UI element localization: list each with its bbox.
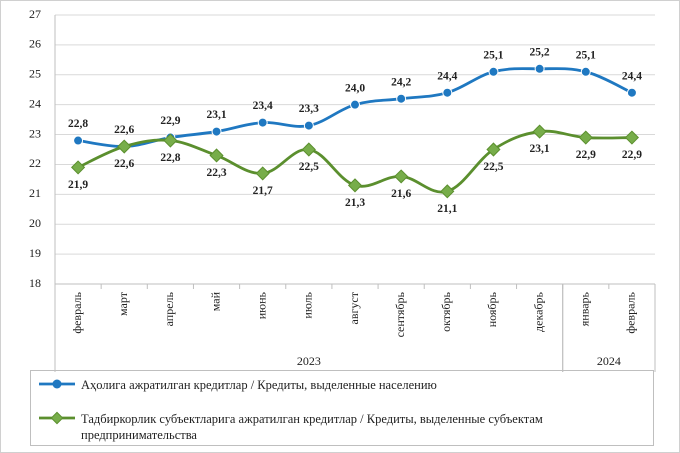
y-tick-label: 21 xyxy=(29,186,41,200)
data-label: 23,3 xyxy=(299,103,319,115)
legend-swatch xyxy=(39,411,75,425)
y-tick-label: 20 xyxy=(29,216,41,230)
point xyxy=(442,87,453,98)
point xyxy=(303,120,314,131)
point xyxy=(163,133,178,148)
data-label: 22,9 xyxy=(160,115,180,127)
point xyxy=(578,130,593,145)
y-tick-label: 27 xyxy=(29,7,41,21)
data-label: 23,1 xyxy=(206,109,226,121)
data-label: 25,1 xyxy=(483,49,503,61)
point xyxy=(211,126,222,137)
data-label: 23,1 xyxy=(530,143,550,155)
data-label: 22,9 xyxy=(622,149,642,161)
group-label: 2023 xyxy=(297,354,321,368)
point xyxy=(209,148,224,163)
point xyxy=(71,160,86,175)
x-tick-label: январь xyxy=(578,291,592,326)
point xyxy=(624,130,639,145)
y-tick-label: 23 xyxy=(29,126,41,140)
data-label: 22,5 xyxy=(299,161,319,173)
x-tick-label: июнь xyxy=(254,291,268,319)
data-label: 22,6 xyxy=(114,158,134,170)
x-tick-label: март xyxy=(116,291,130,316)
data-label: 24,2 xyxy=(391,76,411,88)
data-label: 25,2 xyxy=(530,46,550,58)
x-tick-label: май xyxy=(208,291,222,311)
y-tick-label: 22 xyxy=(29,156,41,170)
legend-entry: Аҳолига ажратилган кредитлар / Кредиты, … xyxy=(37,377,651,393)
group-label: 2024 xyxy=(597,354,621,368)
x-tick-label: июль xyxy=(301,291,315,318)
legend-marker xyxy=(52,379,62,389)
point xyxy=(255,166,270,181)
data-label: 22,6 xyxy=(114,124,134,136)
point xyxy=(534,63,545,74)
point xyxy=(626,87,637,98)
data-label: 24,0 xyxy=(345,82,365,94)
y-tick-label: 25 xyxy=(29,67,41,81)
y-tick-label: 24 xyxy=(29,96,41,110)
point xyxy=(488,66,499,77)
data-label: 21,3 xyxy=(345,197,365,209)
x-tick-label: апрель xyxy=(162,291,176,326)
data-label: 22,9 xyxy=(576,149,596,161)
legend-swatch xyxy=(39,379,75,389)
point xyxy=(486,142,501,157)
data-label: 22,8 xyxy=(68,118,88,130)
y-tick-label: 26 xyxy=(29,37,41,51)
point xyxy=(350,99,360,110)
legend-label: Аҳолига ажратилган кредитлар / Кредиты, … xyxy=(81,378,437,392)
point xyxy=(347,178,363,193)
y-tick-label: 18 xyxy=(29,276,41,290)
point xyxy=(257,117,268,128)
data-label: 24,4 xyxy=(437,70,457,82)
x-tick-label: февраль xyxy=(624,291,638,333)
point xyxy=(440,184,455,199)
x-tick-label: август xyxy=(347,291,361,324)
x-tick-label: сентябрь xyxy=(393,291,407,337)
x-tick-label: февраль xyxy=(70,291,84,333)
data-label: 21,9 xyxy=(68,179,88,191)
point xyxy=(396,93,407,104)
x-tick-label: ноябрь xyxy=(485,291,499,327)
data-label: 25,1 xyxy=(576,49,596,61)
legend-marker xyxy=(50,411,64,425)
data-label: 22,3 xyxy=(206,167,226,179)
point xyxy=(301,142,316,157)
legend-label: Тадбиркорлик субъектларига ажратилган кр… xyxy=(81,412,543,442)
x-tick-label: декабрь xyxy=(531,291,545,332)
point xyxy=(117,139,132,154)
data-label: 21,1 xyxy=(437,203,457,215)
point xyxy=(532,124,547,139)
data-label: 21,6 xyxy=(391,188,411,200)
legend: Аҳолига ажратилган кредитлар / Кредиты, … xyxy=(30,370,654,446)
data-label: 24,4 xyxy=(622,70,642,82)
point xyxy=(73,135,84,146)
data-label: 23,4 xyxy=(253,100,273,112)
data-label: 22,8 xyxy=(160,152,180,164)
x-tick-label: октябрь xyxy=(439,291,453,331)
data-label: 21,7 xyxy=(253,185,273,197)
point xyxy=(394,169,409,184)
y-tick-label: 19 xyxy=(29,246,41,260)
point xyxy=(580,66,591,77)
data-label: 22,5 xyxy=(483,161,503,173)
legend-entry: Тадбиркорлик субъектларига ажратилган кр… xyxy=(37,411,651,443)
